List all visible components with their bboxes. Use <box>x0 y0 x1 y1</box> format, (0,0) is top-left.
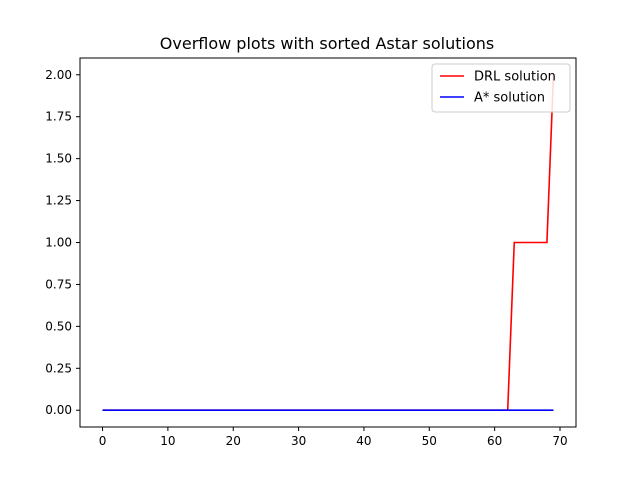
plot-frame <box>79 57 577 428</box>
y-tick-label: 1.00 <box>45 236 72 250</box>
x-tick-label: 60 <box>487 434 502 448</box>
y-tick-label: 0.75 <box>45 277 72 291</box>
y-tick-label: 0.00 <box>45 403 72 417</box>
x-tick-label: 10 <box>160 434 175 448</box>
x-tick-label: 70 <box>552 434 567 448</box>
x-tick-label: 40 <box>356 434 371 448</box>
legend-label: A* solution <box>474 91 545 106</box>
legend: DRL solution A* solution <box>431 63 571 113</box>
y-tick-label: 1.50 <box>45 152 72 166</box>
y-tick-label: 2.00 <box>45 68 72 82</box>
chart-title: Overflow plots with sorted Astar solutio… <box>160 34 494 53</box>
x-axis: 0 10 20 30 40 50 60 70 <box>99 427 568 448</box>
y-tick-label: 0.50 <box>45 319 72 333</box>
x-tick-label: 30 <box>291 434 306 448</box>
legend-label: DRL solution <box>474 70 556 85</box>
y-tick-label: 1.25 <box>45 194 72 208</box>
legend-box <box>431 63 571 113</box>
y-axis: 0.00 0.25 0.50 0.75 1.00 1.25 1.50 1.75 2.00 <box>45 68 80 417</box>
x-tick-label: 50 <box>422 434 437 448</box>
plot-area <box>79 57 577 428</box>
x-tick-label: 20 <box>226 434 241 448</box>
y-tick-label: 0.25 <box>45 361 72 375</box>
y-tick-label: 1.75 <box>45 110 72 124</box>
x-tick-label: 0 <box>99 434 107 448</box>
series-layer <box>102 74 555 412</box>
